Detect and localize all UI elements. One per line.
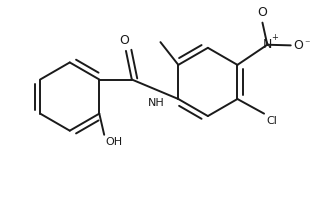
Text: NH: NH <box>148 98 165 108</box>
Text: Cl: Cl <box>266 116 277 126</box>
Text: ⁻: ⁻ <box>304 39 310 49</box>
Text: N: N <box>263 38 272 51</box>
Text: O: O <box>119 34 129 47</box>
Text: +: + <box>271 33 278 42</box>
Text: OH: OH <box>106 137 123 147</box>
Text: O: O <box>257 6 267 19</box>
Text: O: O <box>293 39 303 52</box>
